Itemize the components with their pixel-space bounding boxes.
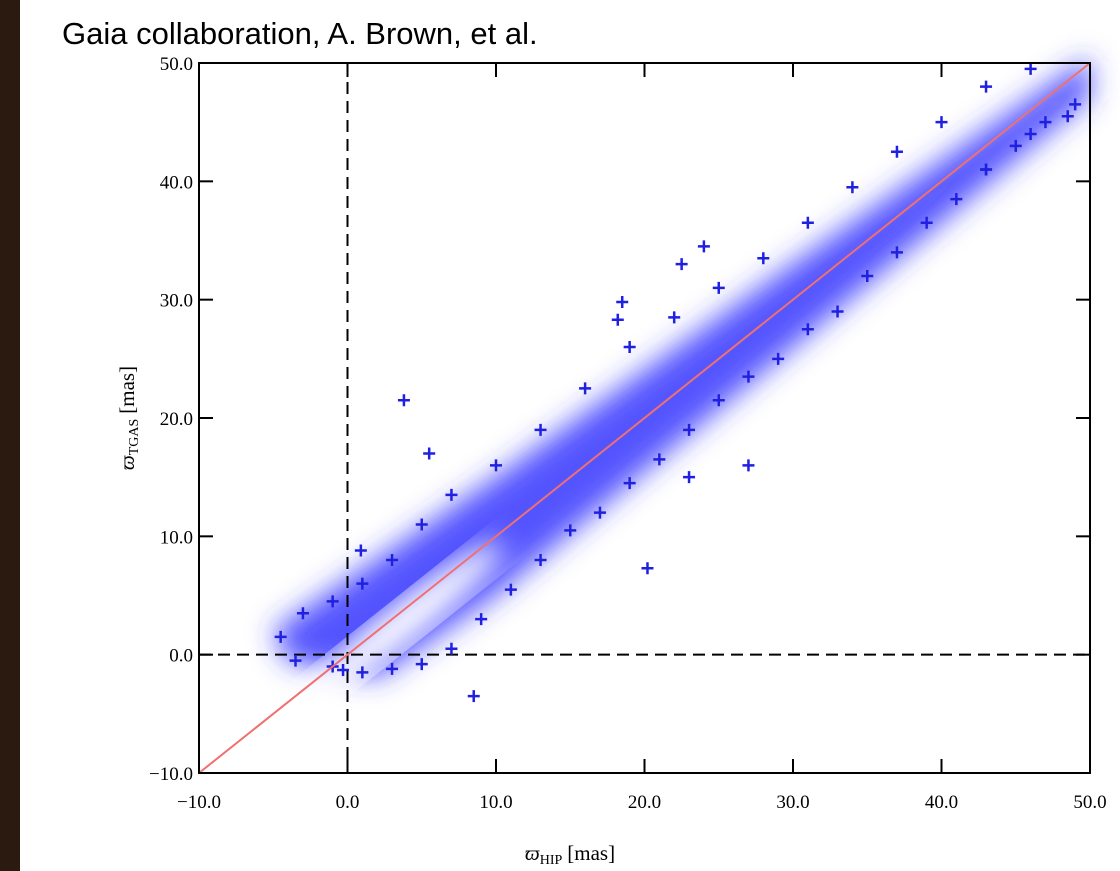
point	[326, 595, 339, 608]
point	[397, 394, 410, 407]
point	[801, 323, 814, 336]
point	[445, 642, 458, 655]
point	[675, 258, 688, 271]
point	[445, 488, 458, 501]
point	[564, 524, 577, 537]
point	[534, 423, 547, 436]
x-label-subscript: HIP	[540, 853, 563, 868]
y-tick-label: 50.0	[160, 54, 193, 75]
point	[386, 662, 399, 675]
point	[356, 577, 369, 590]
point	[683, 423, 696, 436]
y-axis-label: ϖTGAS [mas]	[115, 366, 142, 470]
point	[1069, 98, 1082, 111]
point	[1024, 62, 1037, 75]
point	[593, 506, 606, 519]
point	[475, 613, 488, 626]
y-tick-label: −10.0	[149, 764, 193, 785]
x-tick-label: 40.0	[925, 792, 958, 813]
x-tick-label: −10.0	[177, 792, 221, 813]
point	[579, 382, 592, 395]
density-band	[273, 57, 1090, 708]
point	[742, 459, 755, 472]
x-axis-label: ϖHIP [mas]	[525, 841, 615, 868]
point	[890, 145, 903, 158]
y-label-symbol: ϖ	[115, 455, 139, 470]
point	[623, 477, 636, 490]
y-tick-label: 40.0	[160, 172, 193, 193]
point	[337, 664, 350, 677]
x-tick-label: 50.0	[1073, 792, 1106, 813]
x-tick-label: 30.0	[776, 792, 809, 813]
y-tick-label: 30.0	[160, 291, 193, 312]
point	[1009, 139, 1022, 152]
point	[861, 270, 874, 282]
point	[415, 518, 428, 531]
point	[616, 296, 629, 309]
point	[623, 341, 636, 353]
point	[423, 447, 436, 460]
point	[712, 394, 725, 407]
point	[683, 471, 696, 484]
point	[534, 554, 547, 566]
point	[935, 116, 948, 129]
point	[641, 562, 654, 575]
plot-area: −10.0 0.0 10.0 20.0 30.0 40.0 50.0 −10.0 0.0 10.0…	[149, 54, 1107, 813]
point	[846, 181, 859, 194]
point	[980, 80, 993, 93]
point	[289, 654, 302, 667]
y-tick-label: 10.0	[160, 527, 193, 548]
point	[950, 193, 963, 206]
point	[831, 305, 844, 318]
point	[980, 163, 993, 176]
point	[467, 690, 480, 703]
point	[356, 666, 369, 679]
x-tick-label: 10.0	[479, 792, 512, 813]
y-label-unit: [mas]	[115, 366, 139, 414]
point	[1039, 116, 1052, 129]
point	[890, 246, 903, 259]
point	[504, 583, 517, 596]
point	[920, 216, 933, 229]
point	[801, 216, 814, 229]
point	[296, 607, 309, 620]
point	[415, 658, 428, 671]
density-fill	[273, 57, 1090, 678]
point	[274, 630, 287, 643]
point	[697, 240, 710, 253]
point	[653, 453, 666, 466]
x-label-unit: [mas]	[567, 841, 615, 865]
density-core	[297, 542, 503, 708]
point	[611, 313, 624, 326]
point	[742, 370, 755, 383]
slide-title: Gaia collaboration, A. Brown, et al.	[62, 16, 538, 51]
y-label-subscript: TGAS	[127, 419, 142, 456]
identity-line	[198, 62, 1091, 774]
point	[490, 459, 502, 472]
x-tick-label: 20.0	[628, 792, 661, 813]
point	[712, 281, 725, 294]
point	[757, 252, 770, 265]
point	[668, 311, 681, 324]
point	[386, 554, 399, 566]
x-label-symbol: ϖ	[525, 841, 540, 865]
point	[354, 544, 367, 557]
point	[1024, 128, 1037, 140]
y-tick-label: 0.0	[169, 646, 193, 667]
point	[772, 352, 785, 365]
point	[1061, 110, 1074, 123]
y-tick-label: 20.0	[160, 409, 193, 430]
x-tick-label: 0.0	[336, 792, 360, 813]
